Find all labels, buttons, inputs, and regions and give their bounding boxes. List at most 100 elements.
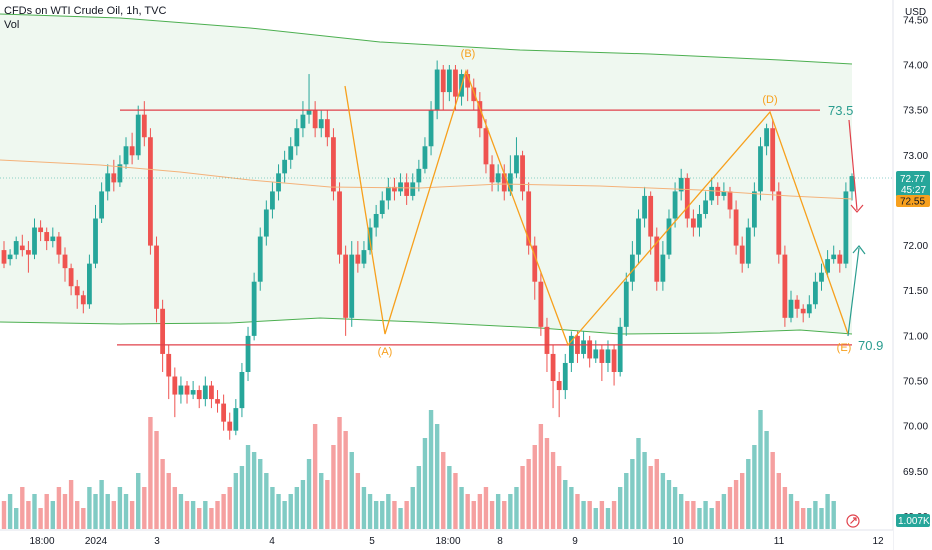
volume-bar	[666, 480, 672, 529]
level-label: 70.9	[858, 338, 883, 353]
candle-body	[739, 245, 745, 264]
volume-bar	[703, 501, 708, 529]
candle-body	[251, 281, 257, 336]
volume-bar	[203, 501, 208, 529]
volume-bar	[349, 452, 354, 529]
ma-price-value: 72.55	[900, 197, 925, 208]
candle-body	[111, 173, 117, 183]
volume-bar	[807, 508, 812, 529]
pattern-point-label: (B)	[461, 48, 476, 60]
time-tick-label: 5	[369, 536, 375, 547]
volume-bar	[355, 473, 361, 529]
time-tick-label: 8	[497, 536, 503, 547]
volume-bar	[306, 459, 312, 529]
volume-bar	[434, 424, 440, 529]
candle-body	[416, 168, 422, 183]
volume-bar	[380, 501, 385, 529]
symbol-title[interactable]: CFDs on WTI Crude Oil, 1h, TVC	[4, 5, 167, 17]
volume-bar	[93, 494, 98, 529]
price-axis-bg[interactable]	[893, 0, 932, 550]
candle-body	[294, 128, 300, 147]
volume-bar	[416, 466, 422, 529]
volume-bar	[502, 501, 507, 529]
volume-bar	[782, 487, 788, 529]
down-arrow-head	[850, 204, 864, 213]
volume-value: 1.007K	[898, 516, 930, 527]
volume-bar	[367, 494, 373, 529]
time-tick-label: 11	[774, 536, 785, 547]
candle-body	[660, 254, 666, 282]
timezone-icon[interactable]	[846, 514, 860, 528]
volume-bar	[7, 494, 13, 529]
level-label: 73.5	[828, 103, 853, 118]
candle-body	[196, 390, 202, 400]
candle-body	[62, 254, 68, 269]
candle-body	[666, 218, 672, 255]
chart-header: CFDs on WTI Crude Oil, 1h, TVC Vol	[4, 4, 166, 32]
volume-bar	[361, 487, 367, 529]
candle-body	[642, 195, 647, 219]
volume-bar	[465, 494, 470, 529]
volume-bar	[776, 473, 781, 529]
candle-body	[105, 173, 111, 192]
volume-bars	[1, 410, 836, 529]
last-price-value: 72.77	[900, 174, 925, 185]
volume-bar	[630, 459, 635, 529]
volume-bar	[300, 480, 306, 529]
candle-body	[636, 218, 641, 255]
candle-body	[568, 335, 574, 363]
volume-bar	[569, 487, 574, 529]
volume-bar	[685, 501, 690, 529]
candle-body	[337, 191, 342, 255]
volume-bar	[386, 494, 391, 529]
candle-body	[80, 295, 86, 305]
volume-legend[interactable]: Vol	[4, 19, 20, 31]
time-tick-label: 10	[672, 536, 684, 547]
candle-body	[703, 200, 708, 214]
candle-body	[50, 236, 56, 242]
candle-body	[465, 74, 471, 88]
candle-body	[806, 304, 812, 314]
candle-body	[672, 191, 678, 219]
candle-body	[745, 227, 751, 264]
candle-body	[764, 128, 769, 147]
band-upper-line	[0, 13, 853, 65]
abcde-pattern[interactable]: (A) (B) (D) (E)	[344, 48, 851, 358]
volume-bar	[678, 494, 684, 529]
pattern-zigzag	[344, 68, 849, 347]
candle-body	[776, 191, 782, 255]
volume-bar	[288, 494, 293, 529]
candle-body	[721, 191, 727, 196]
candle-body	[520, 155, 525, 192]
volume-bar	[819, 508, 824, 529]
volume-bar	[142, 487, 147, 529]
volume-bar	[672, 487, 678, 529]
volume-bar	[550, 452, 556, 529]
volume-bar	[514, 487, 519, 529]
price-tick-label: 73.50	[903, 106, 928, 117]
forecast-arrows[interactable]	[847, 119, 866, 337]
candle-body	[501, 173, 507, 192]
volume-bar	[325, 480, 330, 529]
volume-bar	[642, 452, 647, 529]
horizontal-levels[interactable]: 73.5 70.9	[117, 103, 883, 353]
candle-body	[19, 245, 25, 251]
volume-bar	[227, 487, 232, 529]
candle-body	[331, 137, 336, 192]
volume-bar	[154, 431, 159, 529]
volume-bar	[605, 508, 611, 529]
candle-body	[227, 421, 233, 431]
candle-body	[690, 218, 696, 228]
candle-body	[825, 259, 830, 273]
currency-label[interactable]: USD	[905, 7, 926, 18]
candle-body	[514, 155, 519, 174]
candle-body	[7, 254, 13, 260]
candle-body	[300, 114, 306, 129]
volume-bar	[831, 501, 836, 529]
candle-body	[758, 146, 763, 192]
time-axis-bg[interactable]	[0, 530, 893, 550]
candle-body	[56, 236, 62, 255]
volume-bar	[459, 487, 464, 529]
candle-body	[794, 299, 800, 309]
